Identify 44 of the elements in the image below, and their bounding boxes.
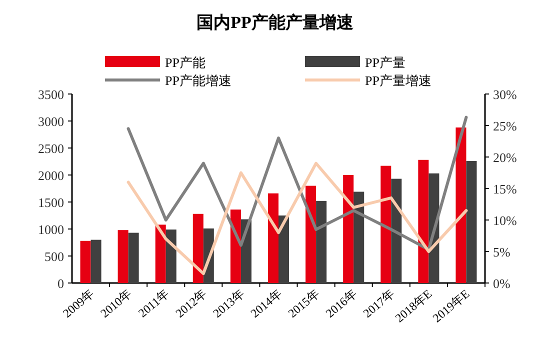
bar (155, 224, 166, 283)
bar (391, 178, 402, 283)
legend-label: PP产量 (365, 55, 406, 70)
bar (230, 210, 241, 283)
x-tick-label: 2011年 (136, 286, 172, 320)
bar (380, 166, 392, 283)
y2-tick-label: 10% (493, 213, 517, 228)
bar (192, 214, 204, 283)
x-tick-label: 2013年 (210, 286, 247, 320)
bar (80, 240, 91, 283)
y-tick-label: 1500 (38, 195, 64, 210)
chart-title: 国内PP产能产量增速 (196, 13, 354, 32)
y-tick-label: 500 (44, 249, 64, 264)
bar (128, 232, 139, 283)
x-tick-label: 2010年 (98, 286, 134, 320)
y-tick-label: 3000 (38, 114, 64, 129)
line-series (126, 116, 468, 252)
y-tick-label: 2500 (38, 141, 64, 156)
line-series (126, 162, 468, 276)
legend-label: PP产量增速 (365, 73, 432, 88)
y2-tick-label: 20% (493, 150, 517, 165)
y2-tick-label: 5% (493, 244, 510, 260)
y-tick-label: 3500 (38, 87, 64, 102)
bar (268, 193, 278, 283)
bar (118, 230, 128, 283)
legend-label: PP产能增速 (165, 73, 232, 88)
y2-tick-label: 25% (493, 118, 517, 134)
bar (418, 160, 429, 283)
y2-tick-label: 15% (493, 182, 517, 196)
bar (316, 200, 327, 283)
bar (354, 192, 364, 283)
bar (343, 175, 354, 283)
y-tick-label: 1000 (38, 222, 64, 237)
bar (456, 127, 466, 283)
bar (278, 216, 290, 283)
legend-label: PP产能 (165, 55, 206, 70)
bar (466, 160, 477, 283)
x-tick-label: 2012年 (172, 286, 210, 320)
y2-tick-label: 30% (493, 87, 517, 102)
bar (306, 186, 316, 283)
y2-tick-label: 0% (493, 276, 510, 291)
y-tick-label: 2000 (38, 168, 64, 183)
bar (90, 240, 102, 283)
bar (166, 230, 176, 283)
